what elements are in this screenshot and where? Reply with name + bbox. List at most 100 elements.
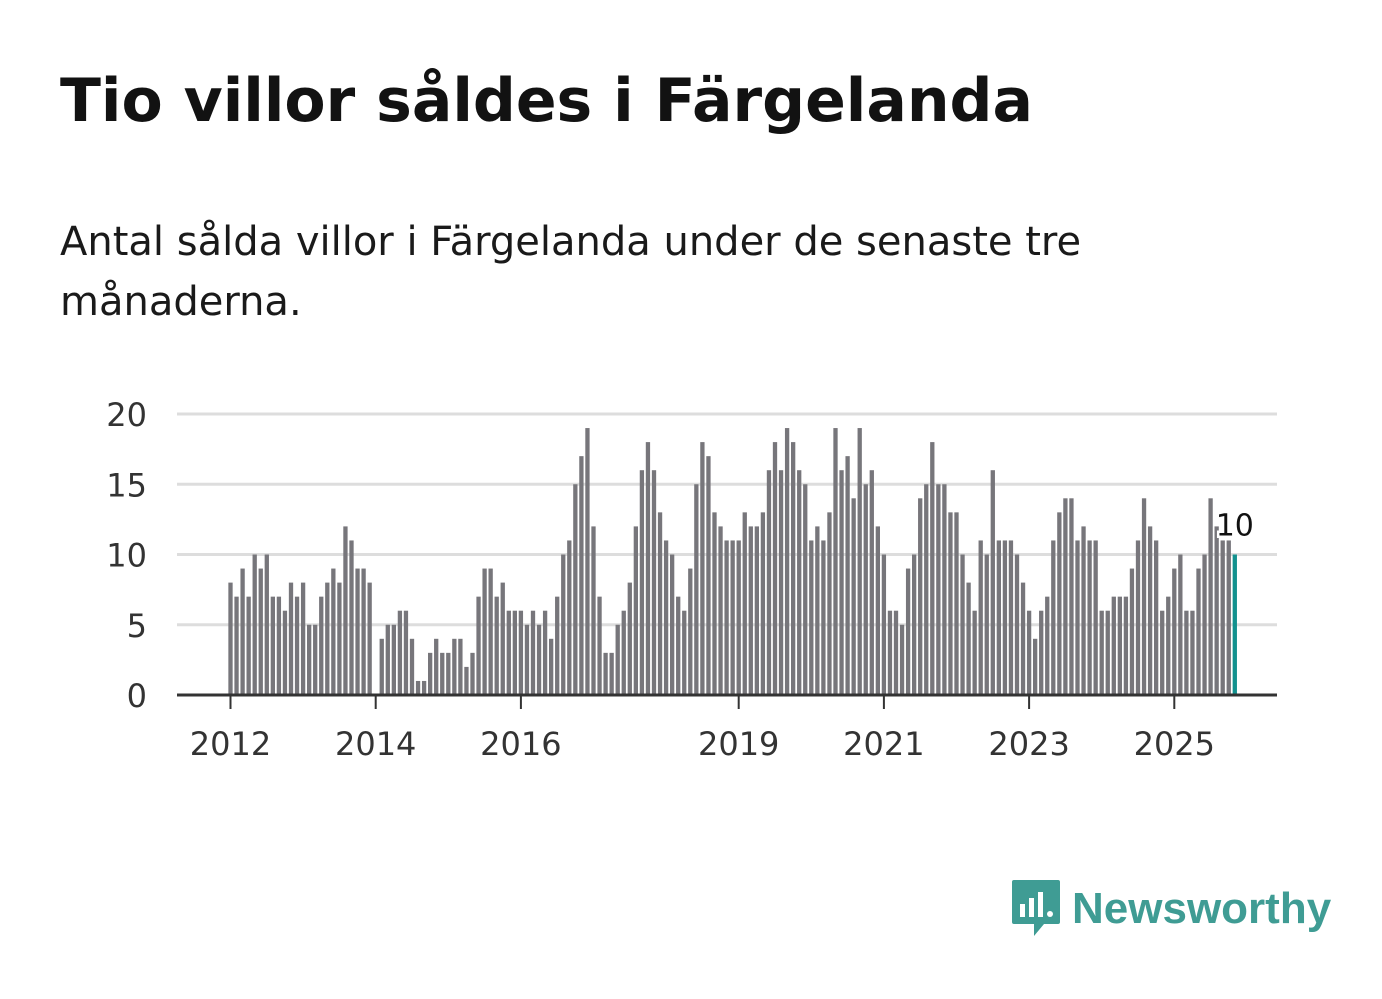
bar	[464, 666, 469, 695]
bar	[1008, 540, 1014, 695]
bar	[488, 568, 493, 695]
bar	[645, 442, 651, 695]
bar	[1172, 568, 1177, 695]
bar	[833, 428, 838, 695]
bar	[403, 610, 409, 695]
bar	[1202, 554, 1207, 695]
bar	[1075, 540, 1080, 695]
bar	[881, 554, 887, 695]
bar	[240, 568, 245, 695]
axes	[177, 693, 1277, 709]
bar	[1214, 526, 1219, 695]
bar	[397, 610, 403, 695]
bar	[264, 554, 269, 695]
bar	[736, 540, 741, 695]
bar	[355, 568, 360, 695]
x-tick-label: 2019	[698, 725, 779, 763]
bar	[228, 582, 233, 695]
bar	[996, 540, 1001, 695]
bar	[258, 568, 263, 695]
bar	[863, 484, 868, 695]
bar	[1111, 596, 1116, 695]
bar	[1184, 610, 1189, 695]
bar	[1190, 610, 1195, 695]
bar	[1051, 540, 1056, 695]
value-annotation: 10	[1216, 509, 1254, 544]
bar	[851, 498, 856, 695]
bar	[524, 624, 530, 695]
bar	[476, 596, 481, 695]
bar	[252, 554, 257, 695]
bar	[1208, 498, 1213, 695]
y-tick-label: 5	[127, 607, 147, 645]
bar	[1129, 568, 1135, 695]
chart-subtitle: Antal sålda villor i Färgelanda under de…	[60, 219, 1082, 325]
bar	[784, 428, 790, 695]
bar	[1226, 540, 1231, 695]
bar	[300, 582, 306, 695]
bar	[567, 540, 572, 695]
bar	[421, 680, 427, 695]
bar	[869, 470, 874, 695]
x-tick-label: 2014	[335, 725, 416, 763]
bars	[228, 428, 1237, 695]
bar	[1069, 498, 1074, 695]
bar	[1105, 610, 1110, 695]
bar	[803, 484, 808, 695]
bar	[730, 540, 735, 695]
bar	[875, 526, 880, 695]
bar	[724, 540, 729, 695]
bar	[276, 596, 282, 695]
bar	[1166, 596, 1171, 695]
bar	[827, 512, 832, 695]
bar	[1178, 554, 1183, 695]
bar	[458, 638, 463, 695]
bar	[1160, 610, 1165, 695]
bar	[361, 568, 366, 695]
bar	[536, 624, 542, 695]
bar	[676, 596, 681, 695]
bar	[1014, 554, 1020, 695]
bar	[948, 512, 953, 695]
bar	[1020, 582, 1026, 695]
y-tick-label: 15	[106, 466, 147, 504]
bar	[682, 610, 687, 695]
bar	[639, 470, 645, 695]
bar	[1135, 540, 1141, 695]
bar	[688, 568, 693, 695]
bar	[555, 596, 560, 695]
bar	[899, 624, 905, 695]
bar	[887, 610, 893, 695]
labels: 0 5 10 15 20 2012 2014 2016 2019 2021 2023 2025 10	[106, 396, 1256, 763]
bar	[651, 470, 657, 695]
bar	[1033, 638, 1038, 695]
bar	[748, 526, 753, 695]
bar	[1081, 526, 1086, 695]
bar	[1141, 498, 1147, 695]
bar	[573, 484, 578, 695]
bar	[270, 596, 275, 695]
bar	[857, 428, 862, 695]
bar	[494, 596, 499, 695]
bar	[797, 470, 802, 695]
bar	[530, 610, 536, 695]
bar	[246, 596, 251, 695]
bar	[385, 624, 390, 695]
bar	[918, 498, 923, 695]
bar	[1087, 540, 1092, 695]
bar	[663, 540, 669, 695]
bar-highlight	[1232, 554, 1237, 695]
bar	[609, 652, 614, 695]
bar	[1123, 596, 1129, 695]
bar	[905, 568, 911, 695]
bar	[597, 596, 602, 695]
bar	[990, 470, 995, 695]
bar	[1147, 526, 1153, 695]
x-tick-label: 2025	[1134, 725, 1215, 763]
y-tick-label: 20	[106, 396, 147, 434]
bar	[821, 540, 826, 695]
bar	[282, 610, 288, 695]
bar	[791, 442, 796, 695]
bar	[391, 624, 396, 695]
bar	[845, 456, 850, 695]
